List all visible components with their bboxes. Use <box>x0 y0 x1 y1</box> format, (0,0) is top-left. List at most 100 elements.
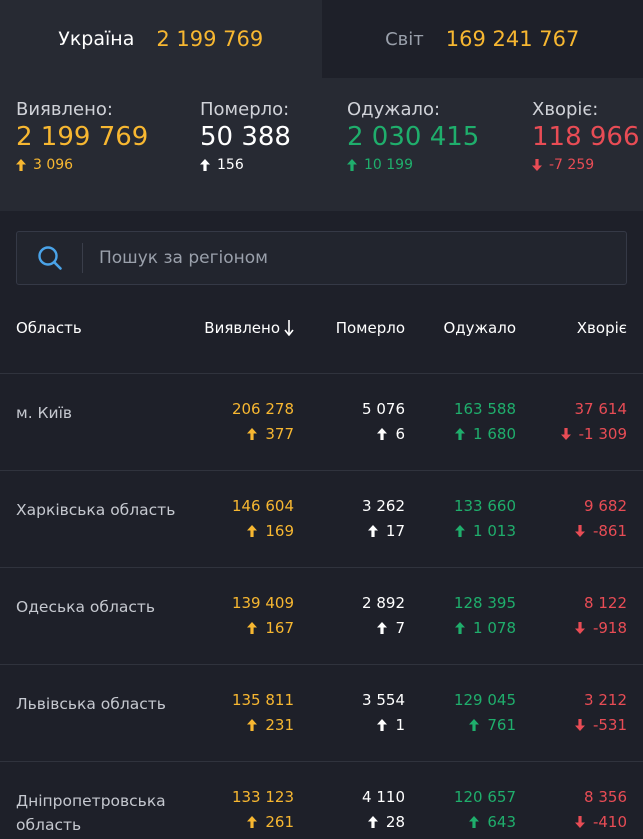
row-recovered: 128 395 1 078 <box>454 593 516 638</box>
row-recovered-delta-value: 643 <box>487 813 516 831</box>
arrow-up-icon <box>247 525 257 537</box>
row-recovered-value: 133 660 <box>453 497 516 515</box>
arrow-down-icon <box>575 816 585 828</box>
header-deaths[interactable]: Померло <box>335 319 405 337</box>
row-sick-value: 8 122 <box>584 594 627 612</box>
table-body: м. Київ 206 278 377 5 076 6 163 588 1 68… <box>0 374 643 839</box>
row-deaths-delta-value: 1 <box>395 716 405 734</box>
row-sick-delta-value: -918 <box>592 619 627 637</box>
row-deaths: 4 110 28 <box>362 787 405 832</box>
row-deaths-delta: 6 <box>362 424 405 444</box>
summary-confirmed-delta: 3 096 <box>16 157 148 173</box>
row-recovered-delta: 1 078 <box>454 618 516 638</box>
arrow-up-icon <box>455 525 465 537</box>
table-row[interactable]: Харківська область 146 604 169 3 262 17 … <box>0 471 643 568</box>
table-row[interactable]: Одеська область 139 409 167 2 892 7 128 … <box>0 568 643 665</box>
row-sick-delta: -918 <box>575 618 627 638</box>
row-deaths-delta: 7 <box>362 618 405 638</box>
row-region: м. Київ <box>16 404 73 422</box>
row-sick: 8 356 -410 <box>575 787 627 832</box>
row-confirmed-value: 146 604 <box>231 497 294 515</box>
arrow-down-icon <box>575 719 585 731</box>
row-confirmed-value: 135 811 <box>231 691 294 709</box>
row-sick-value: 37 614 <box>574 400 628 418</box>
row-sick-delta-value: -1 309 <box>578 425 627 443</box>
summary-confirmed: Виявлено: 2 199 769 3 096 <box>16 99 148 173</box>
row-recovered-delta: 1 013 <box>454 521 516 541</box>
row-confirmed: 135 811 231 <box>232 690 294 735</box>
row-sick: 3 212 -531 <box>575 690 627 735</box>
row-sick: 37 614 -1 309 <box>561 399 627 444</box>
row-sick-delta: -410 <box>575 812 627 832</box>
arrow-up-icon <box>377 428 387 440</box>
row-confirmed: 146 604 169 <box>232 496 294 541</box>
row-confirmed-delta-value: 167 <box>265 619 294 637</box>
table-header: Область Виявлено Померло Одужало Хворіє <box>0 285 643 374</box>
row-confirmed-delta: 261 <box>232 812 294 832</box>
summary-panel: Виявлено: 2 199 769 3 096 Померло: 50 38… <box>0 78 643 211</box>
row-deaths: 3 554 1 <box>362 690 405 735</box>
row-deaths-value: 3 262 <box>362 497 405 515</box>
row-sick-delta: -861 <box>575 521 627 541</box>
search-wrapper <box>0 211 643 285</box>
table-row[interactable]: Львівська область 135 811 231 3 554 1 12… <box>0 665 643 762</box>
row-sick: 9 682 -861 <box>575 496 627 541</box>
summary-deaths-delta: 156 <box>200 157 291 173</box>
row-deaths-value: 4 110 <box>362 788 405 806</box>
arrow-up-icon <box>247 622 257 634</box>
search-input[interactable] <box>83 232 626 284</box>
arrow-up-icon <box>377 622 387 634</box>
summary-confirmed-value: 2 199 769 <box>16 122 149 152</box>
arrow-up-icon <box>455 622 465 634</box>
row-deaths-delta: 1 <box>362 715 405 735</box>
header-sick[interactable]: Хворіє <box>576 319 627 337</box>
arrow-up-icon <box>247 816 257 828</box>
row-confirmed-delta: 377 <box>232 424 294 444</box>
row-recovered-delta: 761 <box>454 715 516 735</box>
table-row[interactable]: м. Київ 206 278 377 5 076 6 163 588 1 68… <box>0 374 643 471</box>
row-confirmed-value: 206 278 <box>231 400 294 418</box>
tab-ukraine[interactable]: Україна 2 199 769 <box>0 0 322 78</box>
tab-ukraine-value: 2 199 769 <box>156 27 264 51</box>
row-deaths-value: 3 554 <box>362 691 405 709</box>
arrow-down-icon <box>561 428 571 440</box>
row-confirmed-delta: 167 <box>232 618 294 638</box>
row-sick-delta-value: -861 <box>592 522 627 540</box>
summary-deaths-value: 50 388 <box>200 122 291 152</box>
summary-recovered-delta: 10 199 <box>347 157 479 173</box>
row-recovered-delta-value: 761 <box>487 716 516 734</box>
tab-world-label: Світ <box>385 28 424 50</box>
row-sick-delta: -531 <box>575 715 627 735</box>
row-deaths-delta-value: 7 <box>395 619 405 637</box>
table-row[interactable]: Дніпропетровська область 133 123 261 4 1… <box>0 762 643 839</box>
arrow-up-icon <box>247 428 257 440</box>
header-region[interactable]: Область <box>16 319 82 337</box>
row-confirmed-delta-value: 231 <box>265 716 294 734</box>
tab-world-value: 169 241 767 <box>445 27 580 51</box>
row-deaths-delta-value: 6 <box>395 425 405 443</box>
row-recovered-delta-value: 1 013 <box>473 522 516 540</box>
arrow-up-icon <box>347 159 357 171</box>
row-deaths-delta-value: 28 <box>385 813 405 831</box>
region-tabs: Україна 2 199 769 Світ 169 241 767 <box>0 0 643 78</box>
tab-world[interactable]: Світ 169 241 767 <box>321 0 643 78</box>
row-confirmed-delta: 169 <box>232 521 294 541</box>
row-deaths: 3 262 17 <box>362 496 405 541</box>
row-confirmed-delta-value: 377 <box>265 425 294 443</box>
row-recovered-delta: 1 680 <box>454 424 516 444</box>
row-sick-delta-value: -531 <box>592 716 627 734</box>
row-confirmed: 139 409 167 <box>232 593 294 638</box>
arrow-up-icon <box>368 816 378 828</box>
arrow-up-icon <box>247 719 257 731</box>
header-recovered[interactable]: Одужало <box>443 319 516 337</box>
search-icon[interactable] <box>17 243 83 273</box>
row-deaths-delta: 17 <box>362 521 405 541</box>
row-recovered: 133 660 1 013 <box>454 496 516 541</box>
row-recovered: 163 588 1 680 <box>454 399 516 444</box>
tab-ukraine-label: Україна <box>58 28 135 50</box>
search-box <box>16 231 627 285</box>
header-confirmed[interactable]: Виявлено <box>204 319 294 337</box>
arrow-up-icon <box>469 719 479 731</box>
row-confirmed-value: 139 409 <box>231 594 294 612</box>
row-recovered-delta-value: 1 078 <box>473 619 516 637</box>
